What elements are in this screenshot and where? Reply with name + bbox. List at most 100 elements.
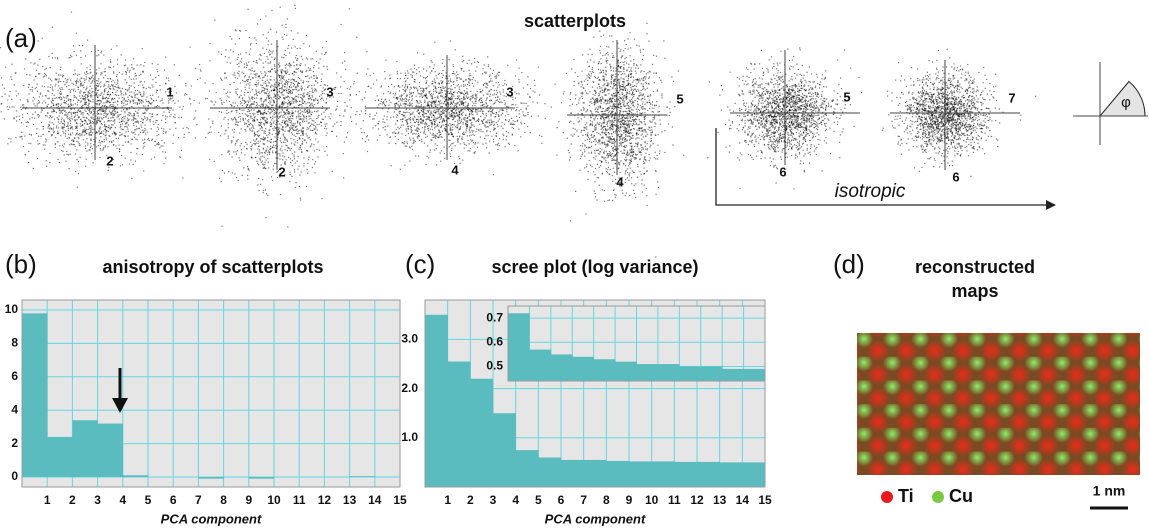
scatter-dot [298,114,299,115]
scatter-dot [399,128,400,129]
scatter-dot [143,143,144,144]
scatter-dot [247,166,248,167]
scatter-dot [22,138,23,139]
scatter-dot [461,85,462,86]
scatter-dot [482,121,483,122]
scatter-dot [291,100,292,101]
scatter-dot [296,118,297,119]
scatter-dot [389,75,390,76]
scatter-dot [432,121,433,122]
scatter-dot [306,70,307,71]
scatter-dot [245,129,246,130]
scatter-dot [107,101,108,102]
scatter-dot [381,99,382,100]
scatter-dot [98,54,99,55]
scatter-dot [255,89,256,90]
scatter-dot [145,129,146,130]
scatter-dot [127,68,128,69]
scatter-dot [316,78,317,79]
scatter-dot [264,152,265,153]
scatter-dot [433,133,434,134]
scatter-dot [429,101,430,102]
scatter-dot [84,127,85,128]
scatter-dot [518,79,519,80]
scatter-dot [209,60,210,61]
scatter-dot [151,128,152,129]
scatter-dot [111,114,112,115]
scatter-dot [103,110,104,111]
scatter-dot [414,126,415,127]
scatter-dot [26,74,27,75]
scatter-dot [417,101,418,102]
scatter-dot [423,92,424,93]
scatter-dot [286,90,287,91]
scatter-dot [410,87,411,88]
scatter-dot [27,99,28,100]
scatter-dot [505,146,506,147]
scatter-dot [110,67,111,68]
scatter-dot [303,103,304,104]
scatter-dot [135,90,136,91]
x-axis-label: 3 [326,84,333,99]
scatter-dot [264,110,265,111]
scatter-dot [242,80,243,81]
scatter-dot [152,113,153,114]
scatter-dot [425,122,426,123]
scatter-dot [465,124,466,125]
scatter-dot [386,119,387,120]
scatter-dot [440,114,441,115]
scatter-dot [188,128,189,129]
scatter-dot [290,150,291,151]
scatter-dot [244,124,245,125]
scatter-dot [275,163,276,164]
scatter-dot [314,129,315,130]
scatter-dot [46,166,47,167]
scatter-dot [423,69,424,70]
scatter-dot [78,137,79,138]
scatter-dot [252,120,253,121]
scatter-dot [412,113,413,114]
scatter-dot [420,93,421,94]
scatter-dot [492,110,493,111]
scatter-dot [74,97,75,98]
scatter-dot [189,132,190,133]
scatter-dot [489,152,490,153]
scatter-dot [416,130,417,131]
scatter-dot [468,97,469,98]
scatter-dot [350,95,351,96]
scatter-dot [69,144,70,145]
scatter-dot [113,102,114,103]
scatter-dot [514,124,515,125]
scatter-dot [431,106,432,107]
scatter-dot [85,111,86,112]
scatter-dot [86,121,87,122]
scatter-dot [435,112,436,113]
scatter-dot [262,80,263,81]
scatter-dot [293,74,294,75]
scatter-dot [442,86,443,87]
scatter-dot [265,217,266,218]
scatter-dot [312,167,313,168]
scatter-dot [230,49,231,50]
scatter-dot [316,90,317,91]
scatter-dot [239,157,240,158]
scatter-dot [254,84,255,85]
scatter-dot [322,47,323,48]
scatter-dot [85,132,86,133]
scatter-dot [130,113,131,114]
scatter-dot [247,116,248,117]
scatter-dot [96,87,97,88]
scatter-dot [55,78,56,79]
scatter-dot [321,114,322,115]
scatter-dot [396,129,397,130]
scatter-dot [240,103,241,104]
scatter-dot [230,104,231,105]
scatter-dot [110,86,111,87]
scatter-dot [306,150,307,151]
scatter-dot [91,111,92,112]
scatter-dot [144,139,145,140]
scatter-dot [450,88,451,89]
scatter-dot [306,133,307,134]
scatter-dot [119,114,120,115]
scatter-dot [299,113,300,114]
